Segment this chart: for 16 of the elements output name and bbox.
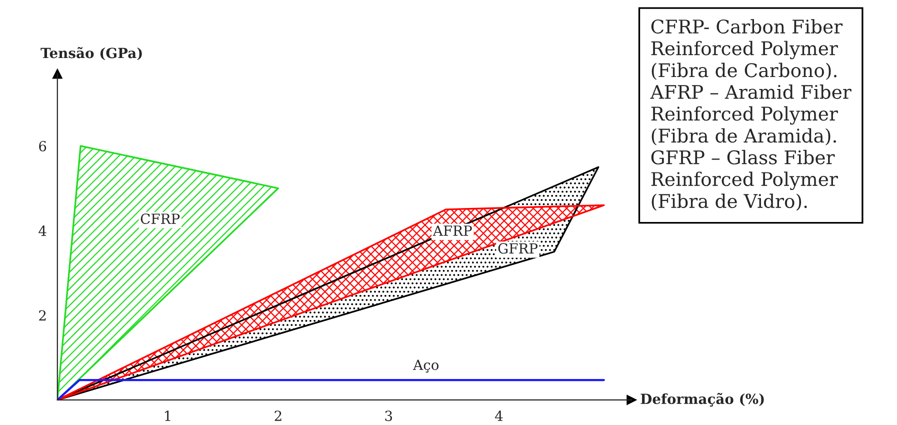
x-tick-label: 1 [165,410,170,421]
text: CFRP- Carbon Fiber Reinforced Polymer (Fibra de Carbono). [651,19,843,80]
annotation: GFRP [498,243,538,254]
text: GFRP – Glass Fiber Reinforced Polymer (Fibra de Vidro). [651,150,838,211]
x-tick-label: 2 [274,410,282,421]
x-tick-label: 4 [495,410,503,421]
y-axis-title: Tensão (GPa) [40,47,142,60]
y-tick-label: 6 [39,140,46,152]
y-tick-label: 4 [38,226,46,236]
text: AFRP – Aramid Fiber Reinforced Polymer (Fibra de Aramida). [650,84,852,146]
annotation: AFRP [432,226,472,236]
annotation: CFRP [140,214,180,224]
y-tick-label: 2 [39,310,46,321]
x-tick-label: 3 [385,410,392,422]
x-axis-title: Deformação (%) [640,392,764,407]
annotation: Aço [412,360,439,373]
